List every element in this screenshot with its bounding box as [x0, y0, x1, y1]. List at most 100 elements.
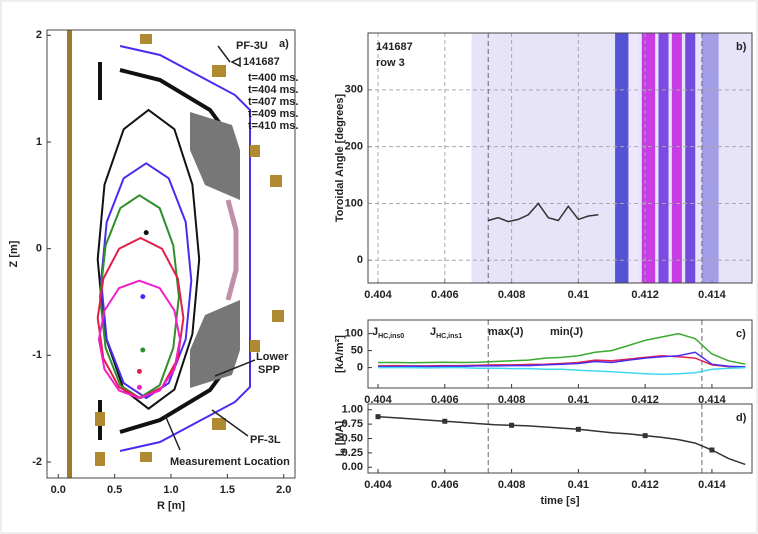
- coils: [95, 34, 284, 466]
- series-line: [378, 366, 746, 376]
- annotation: PF-3L: [250, 434, 281, 446]
- heatmap-stripe: [658, 33, 669, 283]
- annotation: PF-3U: [236, 40, 268, 52]
- x-tick-label: 0.414: [698, 289, 726, 301]
- y-tick-label: 0.25: [342, 447, 363, 459]
- annotation: Lower: [256, 351, 289, 363]
- x-tick-label: 0.406: [431, 394, 459, 406]
- annotation: 141687: [376, 41, 413, 53]
- heatmap: [471, 33, 752, 283]
- heatmap-stripe: [641, 33, 656, 283]
- y-tick-label: 200: [345, 141, 363, 153]
- x-tick-label: 0.41: [568, 289, 589, 301]
- plot-frame: [367, 32, 753, 284]
- panel: 0.404 0.406 0.408 0.41 0.412 0.414 0 100 200 300 b…: [334, 32, 753, 301]
- annotation: row 3: [376, 57, 405, 69]
- legend-entry: t=404 ms.: [248, 84, 298, 96]
- heatmap-stripe: [615, 33, 629, 283]
- y-axis-label: Toroidal Angle [degrees]: [334, 93, 346, 222]
- vessel-wall: [119, 45, 251, 452]
- x-tick-label: 0.404: [364, 394, 392, 406]
- marker: [575, 426, 581, 432]
- x-tick-label: 1.0: [163, 484, 178, 496]
- legend-entry: min(J): [550, 326, 583, 338]
- marker: [709, 447, 715, 453]
- y-tick-label: 0.75: [342, 418, 363, 430]
- x-tick-label: 0.412: [631, 289, 659, 301]
- y-axis-label-part: I: [334, 453, 346, 456]
- panel-label: d): [736, 412, 747, 424]
- y-axis-label: [kA/m²]: [334, 335, 346, 373]
- heatmap-stripe: [628, 33, 639, 283]
- y-tick-label: 0: [357, 362, 363, 374]
- x-tick-label: 0.406: [431, 479, 459, 491]
- x-tick-label: 0.5: [107, 484, 122, 496]
- heatmap-stripe: [685, 33, 696, 283]
- x-axis-label: time [s]: [540, 495, 579, 507]
- magnetic-axis: [140, 347, 146, 353]
- panel: 0.404 0.406 0.408 0.41 0.412 0.414 0.00 0.25 0.5…: [334, 403, 753, 507]
- y-axis-label-sub: p: [338, 448, 347, 453]
- x-tick-label: 1.5: [220, 484, 235, 496]
- center-stack: [67, 30, 72, 478]
- annotation: Measurement Location: [170, 456, 290, 468]
- legend-entry: max(J): [488, 326, 524, 338]
- x-tick-label: 0.408: [498, 394, 526, 406]
- y-tick-label: 1: [36, 136, 42, 148]
- legend-entry: t=410 ms.: [248, 120, 298, 132]
- y-axis-label: Z [m]: [8, 240, 20, 267]
- marker: [509, 422, 515, 428]
- legend-entry: t=400 ms.: [248, 72, 298, 84]
- plot-frame: [367, 319, 753, 389]
- x-tick-label: 0.414: [698, 479, 726, 491]
- x-tick-label: 0.0: [51, 484, 66, 496]
- series-line: [487, 202, 599, 223]
- x-tick-label: 0.408: [498, 289, 526, 301]
- series-line: [378, 332, 746, 365]
- x-tick-label: 0.41: [568, 479, 589, 491]
- x-tick-label: 0.41: [568, 394, 589, 406]
- x-tick-label: 0.404: [364, 479, 392, 491]
- plot-frame: [46, 29, 296, 479]
- x-tick-label: 0.412: [631, 479, 659, 491]
- y-tick-label: 0: [36, 243, 42, 255]
- marker: [442, 418, 448, 424]
- legend-subscript: HC,ins0: [378, 333, 404, 340]
- x-tick-label: 0.412: [631, 394, 659, 406]
- panel: 0.0 0.5 1.0 1.5 2.0 -2 -1 0 1 2 a) R [m] Z [m] t=400 …: [8, 29, 299, 512]
- x-tick-label: 2.0: [276, 484, 291, 496]
- panel-label: c): [736, 328, 746, 340]
- x-tick-label: 0.414: [698, 394, 726, 406]
- panel: 0.404 0.406 0.408 0.41 0.412 0.414 0 50 100 c) [kA…: [334, 319, 753, 406]
- y-tick-label: 100: [345, 328, 363, 340]
- heatmap-stripe: [701, 33, 719, 283]
- x-tick-label: 0.408: [498, 479, 526, 491]
- series-line: [96, 108, 201, 410]
- series-line: [378, 351, 746, 368]
- y-tick-label: -1: [32, 349, 42, 361]
- y-axis-label-unit: [MA]: [334, 420, 346, 445]
- magnetic-axis: [136, 368, 142, 374]
- marker: [375, 414, 381, 420]
- magnetic-axis: [136, 384, 142, 390]
- legend-name: max(J): [488, 326, 524, 338]
- series-line: [377, 415, 746, 466]
- legend-subscript: HC,ins1: [436, 333, 462, 340]
- magnetic-axis: [140, 294, 146, 300]
- legend-name: J: [430, 326, 436, 338]
- inner-wall: [98, 62, 234, 440]
- upper-plate: [190, 112, 240, 200]
- panel-label: a): [279, 38, 289, 50]
- panel-label: b): [736, 41, 747, 53]
- passive-plate: [225, 199, 239, 301]
- magnetic-axis: [143, 230, 149, 236]
- y-tick-label: 100: [345, 197, 363, 209]
- y-tick-label: 50: [351, 345, 363, 357]
- y-tick-label: 2: [36, 29, 42, 41]
- legend-entry: JHC,ins0: [372, 326, 404, 340]
- y-tick-label: 1.00: [342, 404, 363, 416]
- legend-name: min(J): [550, 326, 583, 338]
- y-tick-label: 0.50: [342, 432, 363, 444]
- heatmap-stripe: [671, 33, 682, 283]
